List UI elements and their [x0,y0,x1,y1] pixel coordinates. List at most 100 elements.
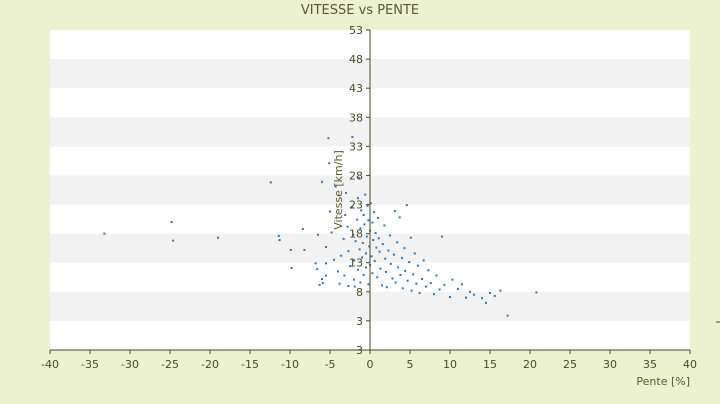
data-point [357,268,359,271]
data-point [415,282,418,285]
data-point [172,239,175,242]
data-point [318,283,321,286]
x-tick-label: 10 [443,358,457,371]
data-point [379,267,382,270]
x-tick-label: -40 [41,358,59,371]
data-point [321,282,324,285]
data-point [347,285,350,287]
data-point [412,273,415,276]
data-point [385,271,387,274]
x-tick-label: 25 [563,358,577,371]
data-point [373,259,376,262]
y-tick-label: 13 [349,257,363,270]
y-tick-label: 43 [349,82,363,95]
x-axis-label: Pente [%] [636,375,690,388]
data-point [409,236,412,239]
data-point [418,291,421,294]
data-point [389,262,392,265]
data-point [535,291,538,294]
data-point [343,274,346,277]
data-point [425,285,427,288]
data-point [345,191,347,194]
data-point [290,266,293,269]
data-point [383,224,386,227]
data-point [375,246,378,249]
data-point [365,266,367,269]
data-point [457,287,459,290]
data-point [372,239,375,242]
data-point [325,262,327,265]
x-tick-label: 35 [643,358,657,371]
data-point [408,261,411,264]
data-point [441,235,443,238]
data-point [421,278,423,281]
y-tick-label: 53 [349,24,363,37]
data-point [365,235,368,238]
data-point [278,239,281,242]
data-point [422,259,425,262]
x-tick-label: 40 [683,358,697,371]
data-point [357,176,360,179]
data-point [377,237,380,240]
data-point [353,259,355,262]
data-point [269,181,272,184]
data-point [378,250,381,253]
data-point [397,266,399,269]
data-point [354,240,357,243]
data-point [347,250,350,253]
data-point [351,136,354,139]
data-point [342,237,345,240]
data-point [443,283,446,286]
data-point [451,278,454,281]
data-point [417,264,419,267]
data-points [103,136,538,317]
data-point [384,257,387,260]
data-point [328,162,331,165]
data-point [393,253,395,256]
data-point [170,221,173,223]
data-point [461,283,463,286]
data-point [363,223,366,226]
data-point [499,289,502,292]
data-point [469,290,471,293]
data-point [366,204,369,207]
data-point [485,301,487,304]
data-point [389,234,391,237]
data-point [374,232,377,235]
data-point [360,209,363,212]
data-point [358,248,361,251]
x-tick-label: 15 [483,358,497,371]
x-tick-label: -25 [161,358,179,371]
data-point [506,314,509,317]
data-point [401,287,404,290]
data-point [103,232,106,235]
data-point [396,241,399,244]
data-point [427,269,430,272]
data-point [489,291,491,294]
data-point [333,258,335,261]
data-point [435,274,438,277]
y-tick-label: 18 [349,228,363,241]
data-point [373,211,375,214]
data-point [394,281,397,284]
data-point [329,210,331,213]
y-tick-label: 23 [349,199,363,212]
x-tick-label: 0 [367,358,374,371]
data-point [321,180,323,183]
data-point [361,241,364,244]
data-point [321,278,323,281]
data-point [429,282,432,285]
data-point [362,214,365,217]
x-tick-label: 30 [603,358,617,371]
data-point [371,272,374,275]
data-point [376,276,379,279]
data-point [351,206,354,209]
data-point [338,282,341,285]
axes: -40 -35 -30 -25 -20 -15 -10 -5 0 5 10 15 20 25 30 35 40 5… [41,24,720,371]
data-point [433,293,435,296]
data-point [401,257,403,260]
data-point [277,234,280,237]
data-point [340,254,343,257]
data-point [381,284,383,287]
